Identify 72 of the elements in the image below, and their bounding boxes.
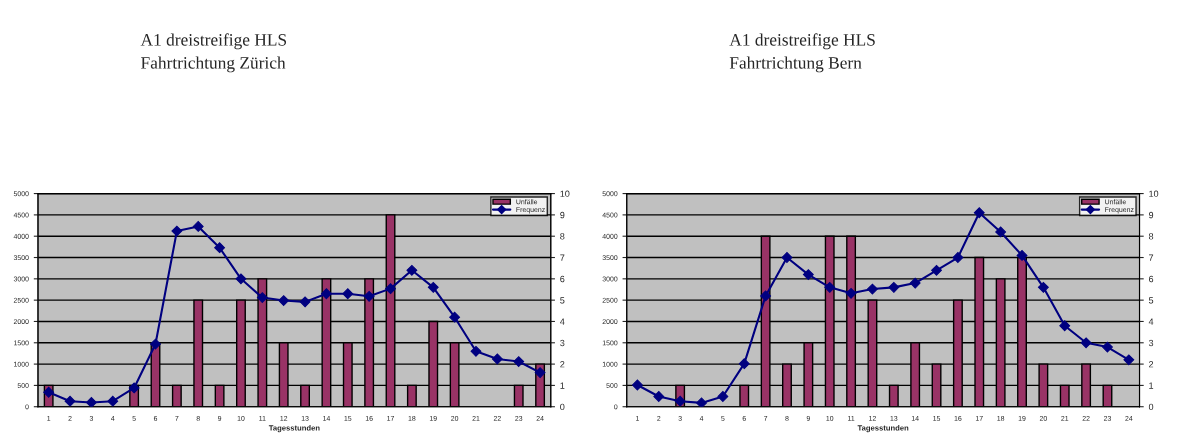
point [214, 242, 226, 254]
y2-tick-label: 3 [560, 339, 565, 347]
point [385, 283, 396, 295]
point [171, 225, 183, 237]
point [85, 397, 97, 407]
point [973, 207, 985, 219]
point [513, 356, 525, 367]
y2-tick-label: 10 [1149, 190, 1159, 197]
point [867, 283, 878, 295]
point [128, 382, 140, 394]
y2-tick-label: 1 [560, 382, 565, 389]
y2-tick-label: 7 [560, 254, 565, 261]
point [150, 338, 161, 350]
y2-tick-label: 4 [1148, 318, 1154, 325]
point [299, 296, 311, 308]
point [43, 386, 55, 398]
y2-tick-label: 4 [560, 318, 565, 325]
chart-title: A1 dreistreifige HLS Fahrtrichtung Zürich [140, 33, 287, 73]
point [342, 288, 354, 300]
y2-tick-label: 10 [560, 190, 570, 197]
point [235, 273, 247, 285]
point [781, 252, 793, 263]
y2-tick-label: 9 [1148, 211, 1154, 219]
point [995, 226, 1007, 238]
y2-tick-label: 2 [1149, 361, 1154, 368]
point [406, 264, 418, 276]
point [931, 264, 942, 276]
point [824, 281, 836, 293]
point [674, 395, 686, 407]
point [888, 281, 900, 293]
point [1016, 249, 1028, 261]
point [845, 287, 857, 299]
point [256, 292, 268, 304]
point [534, 367, 546, 379]
point [470, 345, 482, 357]
chart-title: A1 dreistreifige HLS Fahrtrichtung Bern [729, 33, 875, 73]
point [64, 395, 76, 407]
point [952, 252, 964, 263]
y2-tick-label: 5 [560, 297, 565, 304]
y2-tick-label: 2 [560, 361, 565, 368]
point [696, 397, 707, 407]
point [1037, 281, 1049, 293]
y2-tick-label: 9 [560, 211, 565, 219]
y2-tick-label: 6 [560, 275, 565, 283]
point [449, 311, 461, 323]
point [1080, 337, 1092, 349]
point [738, 358, 750, 370]
y2-tick-label: 1 [1149, 382, 1154, 389]
point [1123, 354, 1135, 366]
point [717, 391, 729, 402]
point [802, 269, 814, 280]
point [107, 395, 119, 407]
point [1102, 341, 1113, 353]
y2-tick-label: 3 [1148, 339, 1154, 347]
point [320, 288, 332, 300]
point [491, 353, 503, 365]
y2-tick-label: 5 [1148, 297, 1154, 304]
point [363, 290, 375, 302]
point [653, 391, 665, 402]
y2-tick-label: 7 [1149, 254, 1154, 261]
y2-tick-label: 0 [560, 403, 565, 411]
point [192, 220, 204, 232]
y2-tick-label: 8 [560, 233, 565, 240]
point [278, 295, 290, 307]
y2-tick-label: 0 [1148, 403, 1154, 411]
point [909, 277, 921, 289]
point [427, 281, 439, 293]
y2-tick-label: 6 [1149, 275, 1154, 283]
point [1059, 320, 1071, 332]
point [631, 379, 643, 391]
point [760, 290, 772, 302]
y2-tick-label: 8 [1148, 233, 1154, 240]
